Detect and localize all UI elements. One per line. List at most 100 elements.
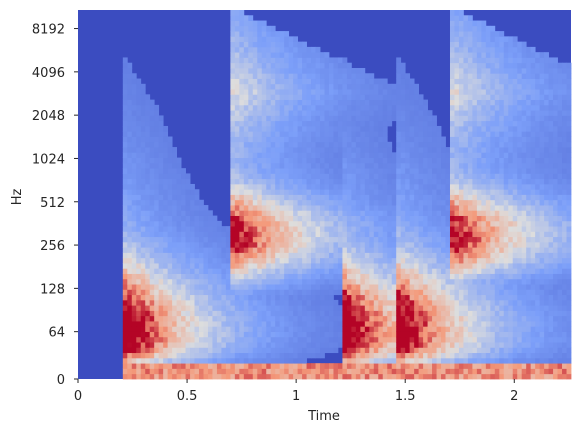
- spectrogram-cell: [284, 289, 290, 296]
- spectrogram-cell: [172, 226, 177, 232]
- spectrogram-cell: [176, 178, 182, 185]
- spectrogram-cell: [324, 189, 330, 195]
- spectrogram-cell: [203, 289, 209, 296]
- spectrogram-cell: [194, 189, 200, 195]
- spectrogram-cell: [382, 83, 388, 90]
- spectrogram-cell: [275, 299, 281, 306]
- spectrogram-cell: [216, 357, 222, 364]
- spectrogram-cell: [324, 78, 330, 85]
- spectrogram-cell: [342, 178, 348, 185]
- spectrogram-cell: [503, 257, 509, 264]
- spectrogram-cell: [311, 57, 316, 64]
- spectrogram-cell: [230, 10, 236, 16]
- spectrogram-cell: [199, 357, 204, 364]
- spectrogram-cell: [485, 294, 491, 301]
- spectrogram-cell: [400, 67, 406, 74]
- spectrogram-cell: [351, 131, 357, 137]
- spectrogram-cell: [297, 321, 303, 327]
- spectrogram-cell: [463, 205, 469, 211]
- spectrogram-cell: [499, 57, 505, 64]
- spectrogram-cell: [243, 263, 249, 269]
- spectrogram-cell: [261, 194, 267, 201]
- spectrogram-cell: [467, 89, 473, 95]
- spectrogram-cell: [355, 141, 361, 148]
- spectrogram-cell: [243, 173, 249, 180]
- spectrogram-cell: [328, 115, 334, 122]
- spectrogram-cell: [346, 73, 352, 79]
- spectrogram-cell: [315, 252, 321, 259]
- spectrogram-cell: [503, 73, 509, 79]
- spectrogram-cell: [239, 62, 245, 69]
- spectrogram-cell: [234, 305, 240, 311]
- spectrogram-cell: [185, 236, 191, 243]
- spectrogram-cell: [436, 357, 442, 364]
- spectrogram-cell: [297, 247, 303, 253]
- spectrogram-cell: [508, 99, 514, 106]
- spectrogram-cell: [257, 62, 263, 69]
- spectrogram-cell: [181, 368, 186, 375]
- spectrogram-cell: [311, 168, 316, 174]
- spectrogram-cell: [167, 294, 173, 301]
- spectrogram-cell: [355, 252, 361, 259]
- spectrogram-cell: [131, 220, 137, 227]
- spectrogram-cell: [315, 215, 321, 222]
- spectrogram-cell: [194, 220, 200, 227]
- spectrogram-cell: [306, 194, 312, 201]
- spectrogram-cell: [396, 273, 402, 280]
- spectrogram-cell: [302, 67, 307, 74]
- spectrogram-cell: [485, 215, 491, 222]
- spectrogram-cell: [140, 321, 146, 327]
- spectrogram-cell: [190, 183, 195, 190]
- spectrogram-cell: [284, 284, 290, 290]
- spectrogram-cell: [302, 289, 307, 296]
- spectrogram-cell: [163, 173, 169, 180]
- spectrogram-cell: [261, 299, 267, 306]
- spectrogram-cell: [391, 373, 397, 380]
- spectrogram-cell: [203, 231, 209, 238]
- spectrogram-cell: [463, 25, 469, 32]
- spectrogram-cell: [351, 78, 357, 85]
- spectrogram-cell: [445, 326, 451, 332]
- spectrogram-cell: [458, 162, 464, 169]
- spectrogram-cell: [266, 352, 272, 359]
- spectrogram-cell: [266, 178, 272, 185]
- spectrogram-cell: [503, 199, 509, 206]
- spectrogram-cell: [122, 152, 128, 158]
- spectrogram-cell: [154, 183, 160, 190]
- spectrogram-cell: [508, 115, 514, 122]
- spectrogram-cell: [391, 368, 397, 375]
- spectrogram-cell: [315, 210, 321, 216]
- spectrogram-cell: [311, 331, 316, 338]
- spectrogram-cell: [445, 263, 451, 269]
- spectrogram-cell: [382, 368, 388, 375]
- spectrogram-cell: [427, 294, 433, 301]
- spectrogram-cell: [463, 168, 469, 174]
- spectrogram-cell: [203, 236, 209, 243]
- spectrogram-cell: [472, 305, 478, 311]
- spectrogram-cell: [391, 326, 397, 332]
- spectrogram-cell: [346, 131, 352, 137]
- spectrogram-cell: [337, 321, 343, 327]
- spectrogram-cell: [337, 162, 343, 169]
- spectrogram-cell: [248, 83, 254, 90]
- spectrogram-cell: [122, 263, 128, 269]
- spectrogram-cell: [257, 363, 263, 369]
- spectrogram-cell: [423, 120, 428, 127]
- spectrogram-cell: [275, 352, 281, 359]
- spectrogram-cell: [445, 336, 451, 343]
- spectrogram-cell: [190, 268, 195, 274]
- spectrogram-cell: [234, 115, 240, 122]
- spectrogram-cell: [467, 315, 473, 322]
- spectrogram-cell: [467, 41, 473, 48]
- spectrogram-cell: [369, 136, 375, 143]
- spectrogram-cell: [458, 157, 464, 164]
- spectrogram-cell: [230, 220, 236, 227]
- spectrogram-cell: [302, 168, 307, 174]
- spectrogram-cell: [199, 368, 204, 375]
- spectrogram-cell: [131, 247, 137, 253]
- spectrogram-cell: [203, 257, 209, 264]
- spectrogram-cell: [158, 310, 164, 317]
- spectrogram-cell: [167, 278, 173, 285]
- spectrogram-cell: [311, 147, 316, 153]
- spectrogram-cell: [490, 25, 496, 32]
